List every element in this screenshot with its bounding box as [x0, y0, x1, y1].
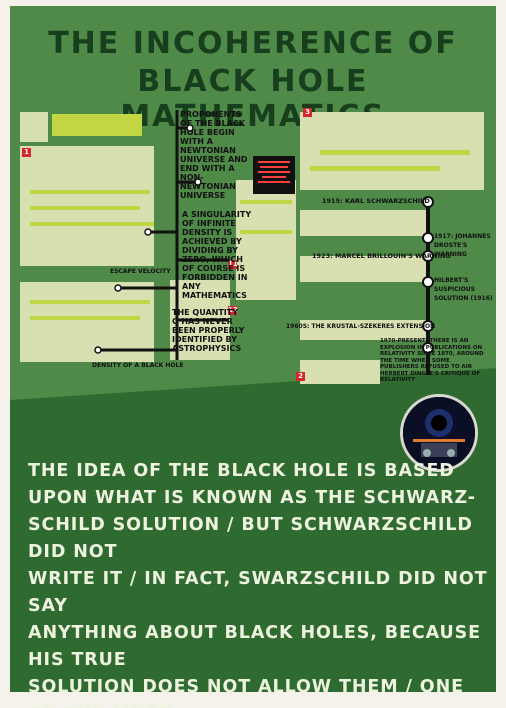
warning-box-lines [258, 161, 290, 183]
main-quote: THE IDEA OF THE BLACK HOLE IS BASED UPON… [28, 458, 488, 708]
right-text-block [300, 256, 430, 282]
badge-number: 12 [228, 306, 238, 315]
badge-number: 3 [303, 108, 312, 117]
highlight-strip [30, 222, 154, 226]
highlight-strip [30, 190, 150, 194]
warning-box [253, 156, 295, 194]
density-label: DENSITY OF A BLACK HOLE [92, 362, 184, 369]
callout-proponents: PROPONENTS OF THE BLACK HOLE BEGIN WITH … [180, 110, 248, 200]
timeline-1917: 1917: JOHANNES DROSTE'S WARNING [434, 233, 491, 258]
quote-line: UPON WHAT IS KNOWN AS THE SCHWARZ- [28, 488, 476, 508]
left-text-block [20, 112, 48, 142]
title-line-1: THE INCOHERENCE OF [48, 26, 458, 61]
timeline-1970-present: 1970-PRESENT: THERE IS AN EXPLOSION IN P… [380, 338, 484, 383]
quote-line: THE IDEA OF THE BLACK HOLE IS BASED [28, 461, 455, 481]
left-lower-text-block [20, 282, 154, 362]
highlight-strip [30, 206, 140, 210]
escape-velocity-label: ESCAPE VELOCITY [110, 268, 171, 275]
black-hole-illustration [400, 394, 478, 472]
right-text-block [300, 320, 430, 340]
right-text-block [300, 360, 380, 384]
timeline-1915: 1915: KARL SCHWARZSCHILD [322, 197, 430, 205]
highlight-strip [30, 300, 150, 304]
quote-line: ANYTHING ABOUT BLACK HOLES, BECAUSE HIS … [28, 623, 481, 670]
timeline-1960s: 1960s: THE KRUSTAL-SZEKERES EXTENSION [286, 323, 436, 330]
badge-number: 1 [22, 148, 31, 157]
timeline-1923: 1923: MARCEL BRILLOUIN'S WARNING [312, 252, 451, 260]
quote-line: WRITE IT / IN FACT, SWARZSCHILD DID NOT … [28, 569, 488, 616]
badge-number: 2 [296, 372, 305, 381]
callout-quantity: THE QUANTITY g HAS NEVER BEEN PROPERLY I… [172, 308, 245, 353]
highlight-strip [240, 230, 292, 234]
highlight-strip [30, 316, 140, 320]
black-hole-icon [403, 397, 475, 469]
timeline-hilbert: HILBERT'S SUSPICIOUS SOLUTION (1916) [434, 277, 493, 302]
quote-line: SOLUTION DOES NOT ALLOW THEM / ONE OF TH… [28, 677, 464, 708]
right-text-block [300, 210, 430, 236]
highlight-strip [240, 200, 292, 204]
callout-singularity: A SINGULARITY OF INFINITE DENSITY IS ACH… [182, 210, 252, 300]
badge-number: 11 [228, 260, 238, 269]
highlight-strip [320, 150, 470, 155]
left-highlight-block [52, 114, 142, 136]
quote-line: SCHILD SOLUTION / BUT SCHWARZSCHILD DID … [28, 515, 473, 562]
highlight-strip [310, 166, 440, 171]
title-line-2: BLACK HOLE MATHEMATICS [120, 64, 386, 134]
